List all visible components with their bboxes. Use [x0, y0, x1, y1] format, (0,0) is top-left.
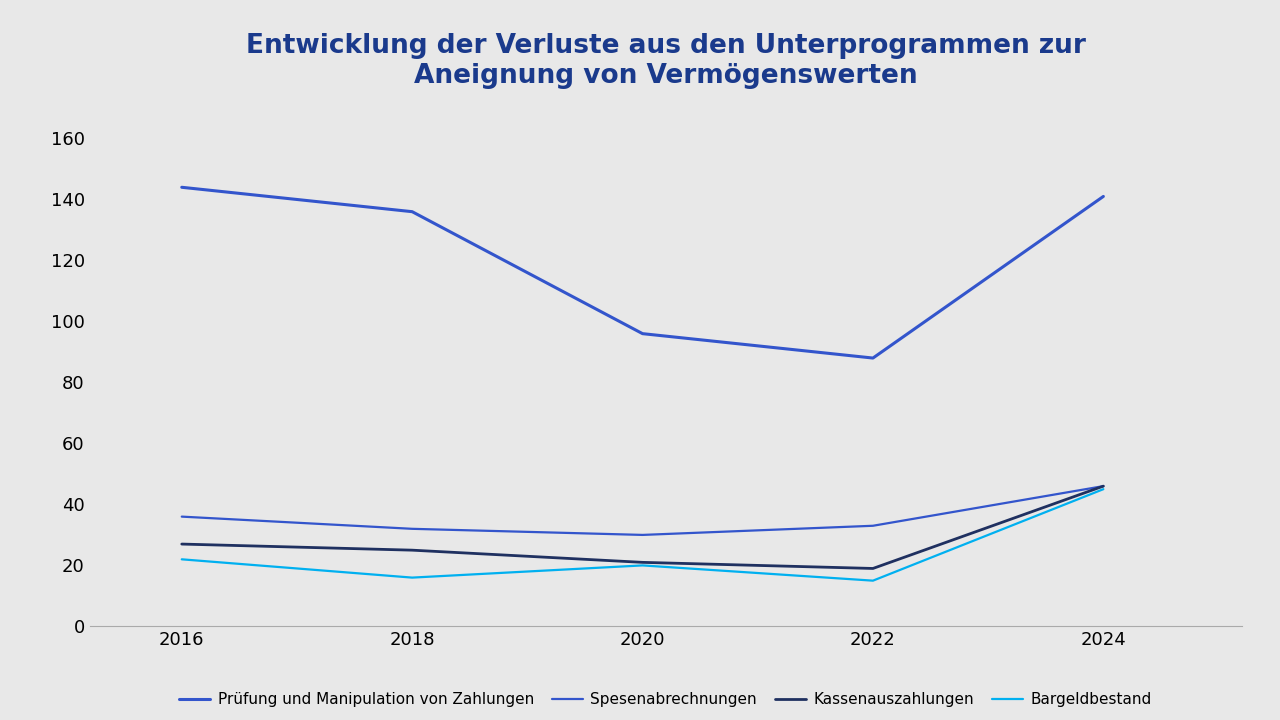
Kassenauszahlungen [1096, 482, 1111, 490]
Spesenabrechnungen [635, 531, 650, 539]
Line: Bargeldbestand: Bargeldbestand [182, 489, 1103, 580]
Prüfung und Manipulation von Zahlungen [635, 329, 650, 338]
Kassenauszahlungen [865, 564, 881, 573]
Bargeldbestand [635, 561, 650, 570]
Line: Spesenabrechnungen: Spesenabrechnungen [182, 486, 1103, 535]
Legend: Prüfung und Manipulation von Zahlungen, Spesenabrechnungen, Kassenauszahlungen, : Prüfung und Manipulation von Zahlungen, … [173, 686, 1158, 713]
Prüfung und Manipulation von Zahlungen [865, 354, 881, 362]
Prüfung und Manipulation von Zahlungen [1096, 192, 1111, 201]
Spesenabrechnungen [404, 524, 420, 533]
Spesenabrechnungen [865, 521, 881, 530]
Kassenauszahlungen [635, 558, 650, 567]
Kassenauszahlungen [174, 540, 189, 549]
Bargeldbestand [404, 573, 420, 582]
Bargeldbestand [174, 555, 189, 564]
Title: Entwicklung der Verluste aus den Unterprogrammen zur
Aneignung von Vermögenswert: Entwicklung der Verluste aus den Unterpr… [246, 33, 1085, 89]
Bargeldbestand [1096, 485, 1111, 493]
Prüfung und Manipulation von Zahlungen [404, 207, 420, 216]
Spesenabrechnungen [174, 513, 189, 521]
Line: Kassenauszahlungen: Kassenauszahlungen [182, 486, 1103, 569]
Spesenabrechnungen [1096, 482, 1111, 490]
Prüfung und Manipulation von Zahlungen [174, 183, 189, 192]
Line: Prüfung und Manipulation von Zahlungen: Prüfung und Manipulation von Zahlungen [182, 187, 1103, 358]
Kassenauszahlungen [404, 546, 420, 554]
Bargeldbestand [865, 576, 881, 585]
